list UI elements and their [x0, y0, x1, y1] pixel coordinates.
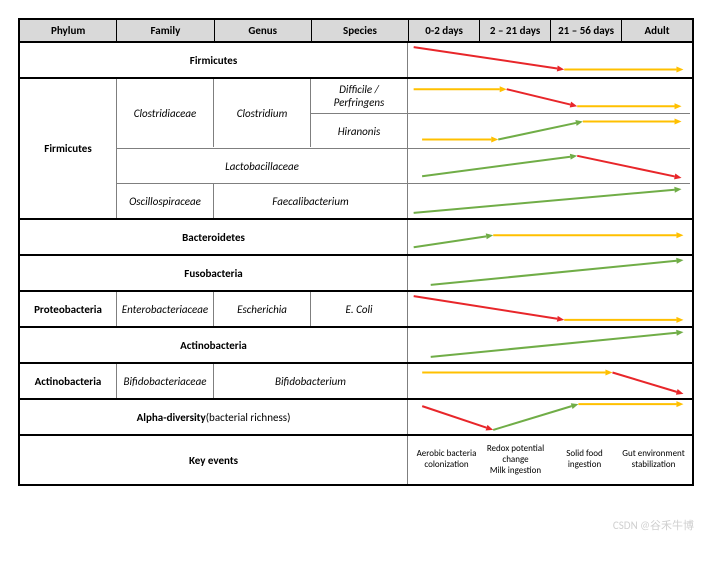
key-event-0: Aerobic bacteria colonization: [412, 443, 481, 477]
key-events-cells: Aerobic bacteria colonizationRedox poten…: [408, 436, 692, 484]
watermark: CSDN @谷禾牛博: [613, 517, 694, 533]
genus: Clostridium: [214, 79, 311, 147]
trend-chart: [408, 220, 692, 254]
tax-label: Actinobacteria: [20, 328, 408, 362]
genus-species: Bifidobacterium: [214, 364, 408, 398]
key-event-1: Redox potential changeMilk ingestion: [481, 438, 550, 482]
key-event-2: Solid food ingestion: [550, 443, 619, 477]
tax-0: Proteobacteria: [20, 292, 117, 326]
alpha-label: Alpha-diversity (bacterial richness): [20, 400, 408, 434]
row-proteobacteria: ProteobacteriaEnterobacteriaceaeEscheric…: [20, 292, 692, 328]
phylum: Firmicutes: [20, 79, 117, 218]
header-tax-0: Phylum: [20, 20, 117, 43]
row-firmicutes-top: Firmicutes: [20, 43, 692, 79]
species: Difficile / Perfringens: [311, 79, 408, 113]
tax-2: Escherichia: [214, 292, 311, 326]
header-time-3: Adult: [622, 20, 692, 43]
tax-1: Enterobacteriaceae: [117, 292, 214, 326]
family: Bifidobacteriaceae: [117, 364, 214, 398]
trend-chart: [408, 79, 690, 113]
family: Oscillospiraceae: [117, 184, 214, 218]
header-tax-2: Genus: [215, 20, 312, 43]
row-actinobacteria-top: Actinobacteria: [20, 328, 692, 364]
header-time-1: 2 – 21 days: [480, 20, 551, 43]
trend-chart: [408, 149, 690, 183]
tax-label: Fusobacteria: [20, 256, 408, 290]
trend-chart: [408, 184, 690, 218]
header-time-2: 21 – 56 days: [551, 20, 622, 43]
row-actinobacteria-bifido: ActinobacteriaBifidobacteriaceaeBifidoba…: [20, 364, 692, 400]
row-fusobacteria: Fusobacteria: [20, 256, 692, 292]
species: Hiranonis: [311, 114, 408, 148]
tax-label: Firmicutes: [20, 43, 408, 77]
row-bacteroidetes: Bacteroidetes: [20, 220, 692, 256]
tax-3: E. Coli: [311, 292, 408, 326]
trend-chart: [408, 256, 692, 290]
trend-chart: [408, 328, 692, 362]
trend-chart: [408, 114, 690, 148]
row-key-events: Key eventsAerobic bacteria colonizationR…: [20, 436, 692, 484]
family: Clostridiaceae: [117, 79, 214, 147]
trend-chart: [408, 43, 692, 77]
trend-chart: [408, 364, 692, 398]
genus-species: Faecalibacterium: [214, 184, 408, 218]
header-tax-3: Species: [312, 20, 409, 43]
trend-chart: [408, 400, 692, 434]
header-time-0: 0-2 days: [409, 20, 480, 43]
family-full: Lactobacillaceae: [117, 149, 408, 183]
key-event-3: Gut environment stabilization: [619, 443, 688, 477]
trend-chart: [408, 292, 692, 326]
row-alpha-diversity: Alpha-diversity (bacterial richness): [20, 400, 692, 436]
tax-label: Bacteroidetes: [20, 220, 408, 254]
phylum: Actinobacteria: [20, 364, 117, 398]
key-events-label: Key events: [20, 436, 408, 484]
row-firmicutes-group: FirmicutesClostridiaceaeClostridiumDiffi…: [20, 79, 692, 220]
header-tax-1: Family: [117, 20, 214, 43]
header-row: PhylumFamilyGenusSpecies0-2 days2 – 21 d…: [20, 20, 692, 43]
microbiome-table: PhylumFamilyGenusSpecies0-2 days2 – 21 d…: [18, 18, 694, 486]
